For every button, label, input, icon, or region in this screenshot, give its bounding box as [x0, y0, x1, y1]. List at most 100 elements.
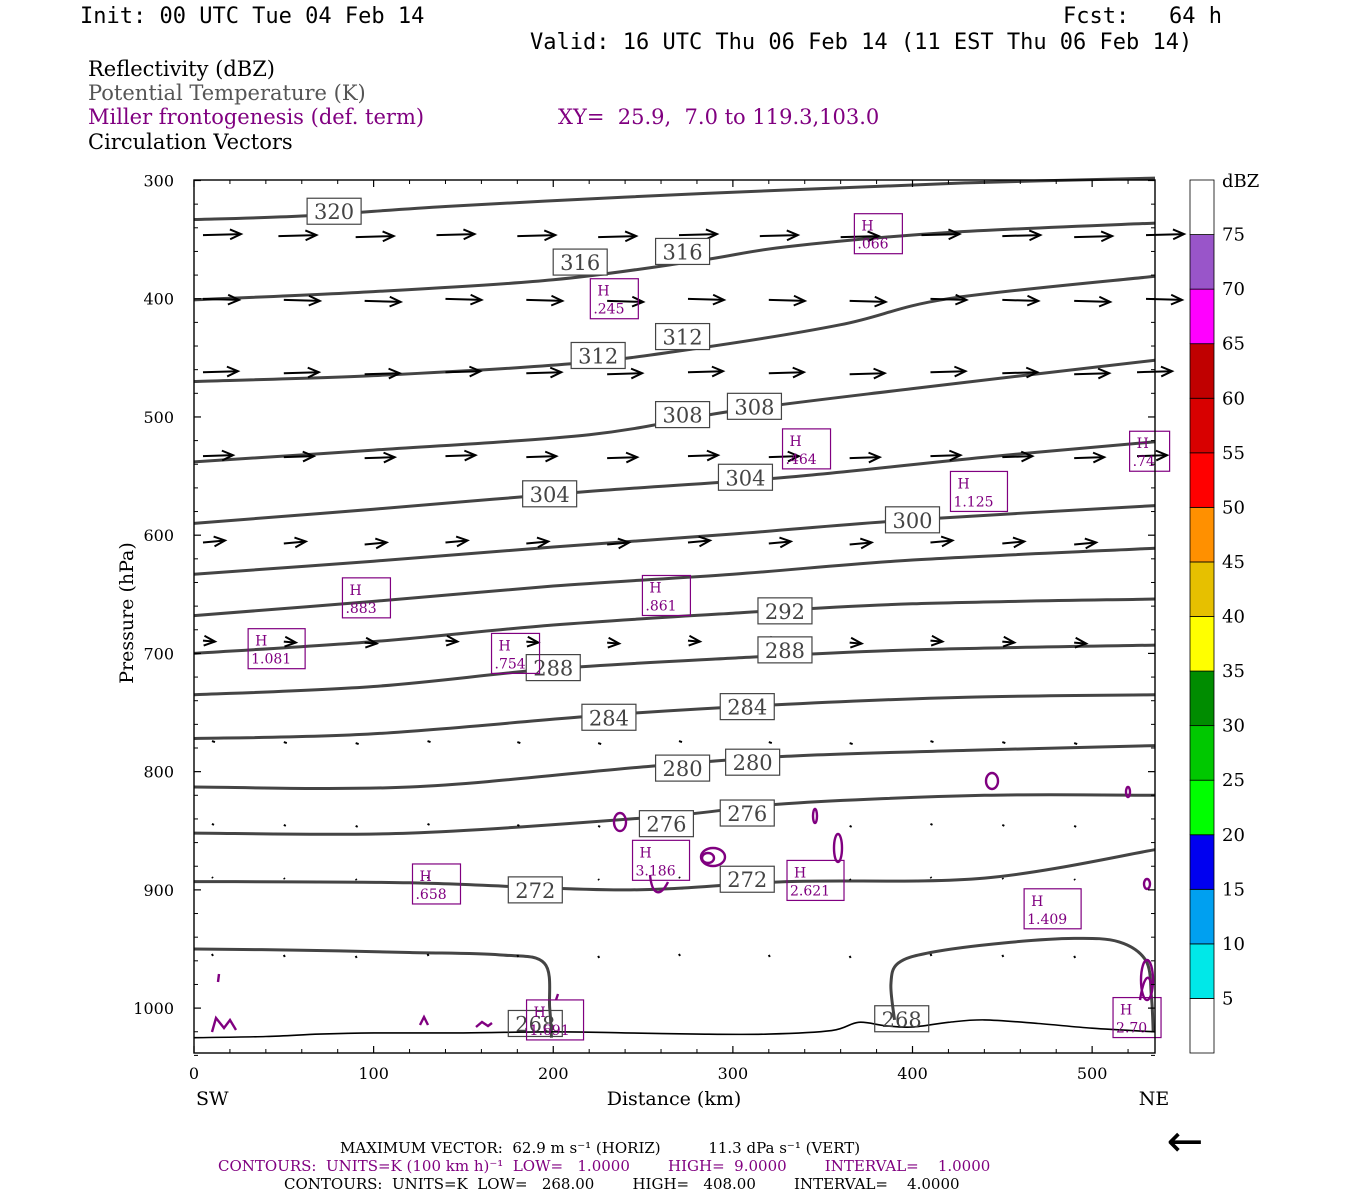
footer-max-vector: MAXIMUM VECTOR: 62.9 m s⁻¹ (HORIZ) 11.3 …: [340, 1139, 861, 1157]
svg-text:H: H: [640, 845, 652, 861]
circulation-vector: [849, 636, 865, 649]
svg-text:H: H: [419, 869, 431, 885]
y-tick-label: 500: [143, 408, 174, 427]
colorbar-box: [1189, 179, 1215, 235]
colorbar-box: [1189, 234, 1215, 290]
forecast-hour: Fcst: 64 h: [1063, 4, 1222, 29]
circulation-vector: [283, 366, 322, 379]
circulation-vector: [678, 876, 681, 879]
theta-contour-label: 268: [874, 1005, 930, 1033]
circulation-vector: [1002, 536, 1027, 549]
theta-contour: [193, 597, 1156, 655]
legend-reflectivity: Reflectivity (dBZ): [88, 57, 276, 81]
colorbar-box: [1189, 888, 1215, 945]
theta-contour-label: 316: [552, 248, 608, 276]
theta-contour-label: 276: [638, 810, 695, 838]
theta-contour: [889, 936, 1155, 1032]
circulation-vector: [526, 536, 551, 549]
svg-text:H: H: [649, 580, 661, 596]
svg-text:288: 288: [765, 639, 805, 663]
theta-contour-label: 276: [719, 799, 775, 827]
circulation-vector: [364, 451, 398, 464]
svg-text:H: H: [861, 219, 873, 235]
circulation-vector: [607, 636, 622, 649]
circulation-vector: [607, 295, 646, 308]
circulation-vector: [1073, 742, 1078, 746]
circulation-vector: [517, 229, 558, 242]
svg-text:.464: .464: [786, 452, 817, 468]
axes: 300 400 500 600 700 800 900 1000 0 100 200 300 400 50…: [133, 172, 1156, 1083]
circulation-vector: [1073, 955, 1077, 959]
svg-text:.74: .74: [1133, 454, 1155, 470]
circulation-vector: [849, 367, 888, 380]
frontogenesis-max-label: H 2.621: [786, 859, 845, 902]
circulation-vector: [436, 228, 477, 241]
circulation-vector: [526, 294, 565, 307]
colorbar-tick-label: 50: [1222, 497, 1245, 518]
circulation-vector: [598, 230, 639, 243]
svg-text:1.691: 1.691: [530, 1023, 570, 1039]
colorbar-box: [1189, 725, 1215, 781]
y-tick-label: 300: [143, 172, 174, 191]
circulation-vector: [768, 741, 773, 745]
footer-contours-fronto: CONTOURS: UNITS=K (100 km h)⁻¹ LOW= 1.00…: [218, 1157, 991, 1175]
frontogenesis-contour: [648, 874, 670, 894]
theta-contour: [193, 504, 1156, 576]
colorbar-tick-label: 30: [1222, 716, 1245, 737]
terrain-surface: [193, 1019, 1156, 1039]
frontogenesis-contour: [811, 807, 819, 825]
circulation-vector: [426, 876, 430, 879]
circulation-vector: [202, 449, 236, 462]
theta-contour-label: 284: [581, 703, 637, 731]
circulation-vector: [202, 293, 242, 306]
colorbar-tick-label: 20: [1222, 825, 1245, 846]
colorbar-box: [1189, 779, 1215, 836]
svg-text:H: H: [1137, 436, 1149, 452]
circulation-vector: [1074, 230, 1115, 243]
y-axis-label: Pressure (hPa): [116, 542, 138, 684]
circulation-vector: [202, 365, 241, 378]
circulation-vector: [283, 741, 288, 745]
frontogenesis-contour: [418, 1014, 430, 1026]
x-tick-label: 100: [358, 1064, 389, 1083]
frontogenesis-maxima: H .066 H .245 H .464 H .74 H 1.125 H .883 H .861 H 1.08…: [247, 213, 1171, 1041]
circulation-vector: [930, 365, 968, 378]
theta-contour-label: 280: [725, 748, 781, 776]
circulation-vector: [597, 742, 602, 746]
circulation-vector: [930, 293, 969, 306]
svg-text:304: 304: [725, 466, 765, 490]
theta-contour-label: 304: [717, 463, 774, 491]
svg-text:.861: .861: [645, 598, 676, 614]
circulation-vector: [211, 740, 216, 744]
colorbar-box: [1189, 998, 1215, 1054]
circulation-vector: [1002, 741, 1006, 745]
circulation-vector: [930, 822, 933, 826]
legend-xy: XY= 25.9, 7.0 to 119.3,103.0: [558, 105, 880, 129]
svg-text:.658: .658: [415, 887, 446, 903]
circulation-vector: [678, 740, 683, 744]
svg-text:280: 280: [663, 757, 703, 781]
circulation-vector: [445, 293, 484, 306]
svg-text:276: 276: [646, 813, 686, 837]
svg-text:292: 292: [765, 600, 805, 624]
svg-text:300: 300: [892, 509, 932, 533]
circulation-vector: [1002, 229, 1043, 242]
circulation-vector: [364, 367, 403, 380]
svg-text:272: 272: [515, 879, 555, 903]
svg-text:2.70: 2.70: [1116, 1021, 1147, 1037]
circulation-vector: [1074, 451, 1107, 464]
circulation-vector: [597, 955, 601, 959]
theta-contour: [193, 643, 1156, 697]
colorbar-box: [1189, 616, 1215, 672]
theta-contour: [193, 947, 553, 1038]
theta-contour-label: 272: [507, 876, 563, 904]
theta-contour-label: 292: [757, 597, 813, 625]
svg-text:1.081: 1.081: [251, 652, 291, 668]
circulation-vector: [202, 228, 244, 241]
theta-contour-label: 312: [570, 341, 626, 370]
colorbar-tick-label: 75: [1222, 225, 1245, 246]
circulation-vector: [929, 876, 933, 879]
circulation-vector: [597, 878, 600, 881]
circulation-vector: [930, 449, 963, 462]
